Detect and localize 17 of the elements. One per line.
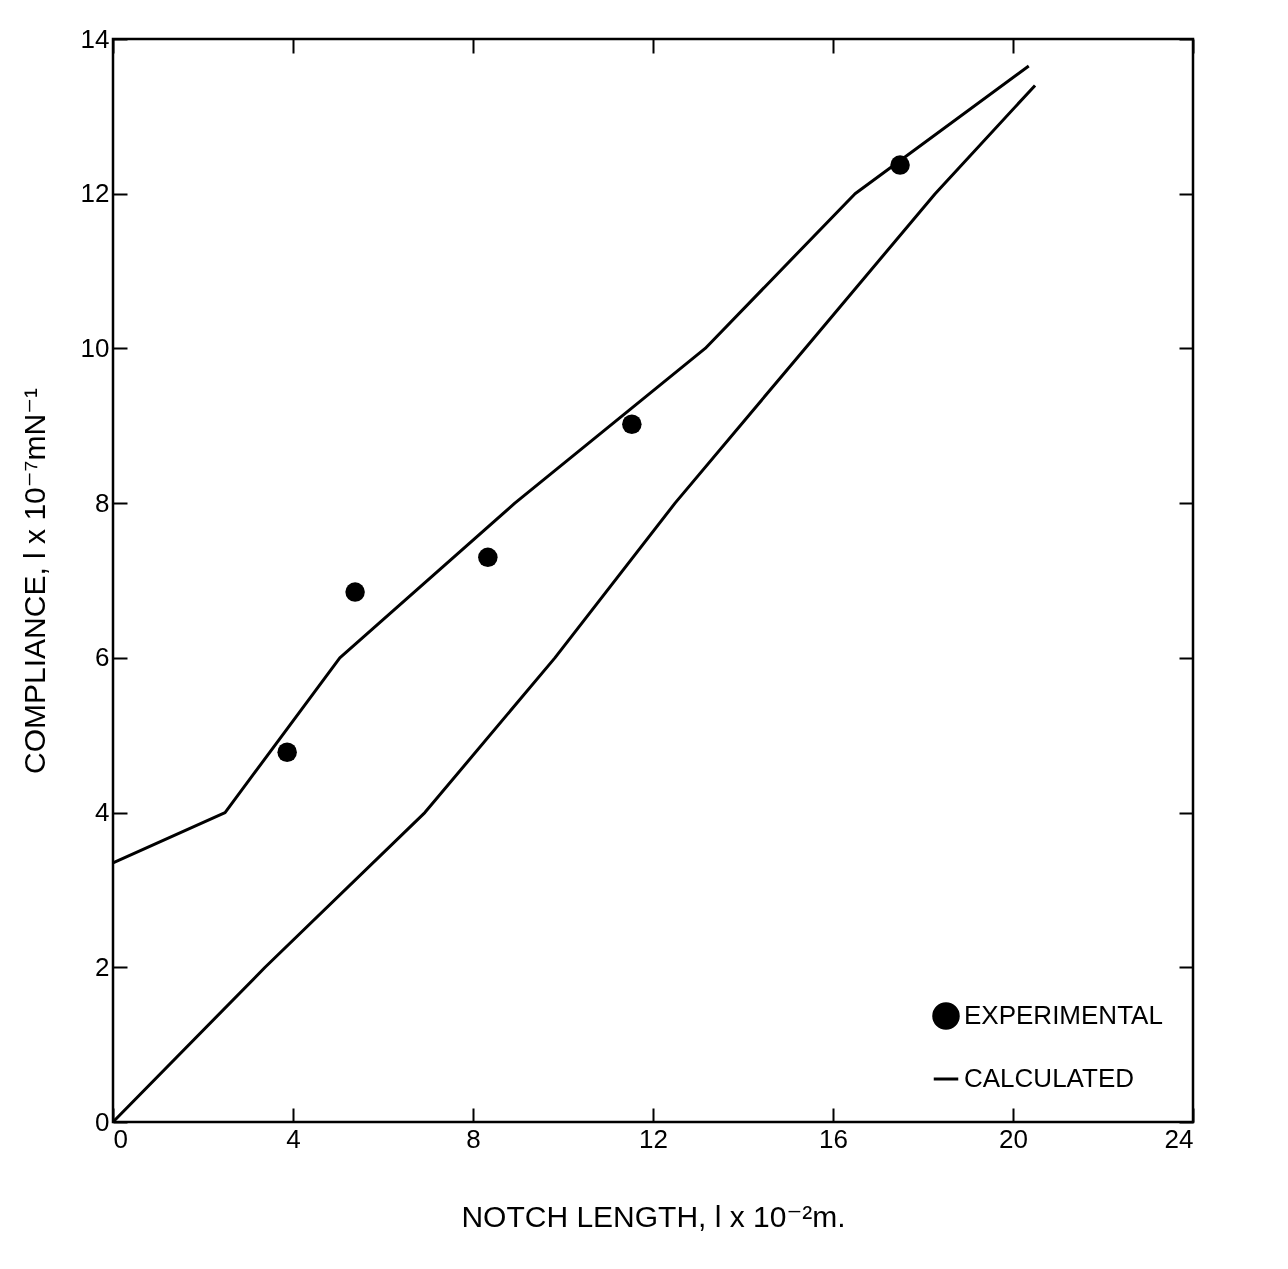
y-tick-label: 2	[95, 951, 110, 982]
y-axis-title: COMPLIANCE, l x 10⁻⁷mN⁻¹	[17, 388, 51, 774]
x-tick-label: 8	[466, 1123, 481, 1154]
x-tick-label: 12	[639, 1123, 668, 1154]
x-axis-title: NOTCH LENGTH, l x 10⁻²m.	[461, 1199, 846, 1233]
legend-label: EXPERIMENTAL	[964, 1000, 1163, 1030]
x-tick-label: 20	[999, 1123, 1028, 1154]
x-tick-label: 24	[1164, 1123, 1194, 1154]
x-tick-label: 4	[286, 1123, 301, 1154]
y-tick-label: 4	[95, 797, 110, 828]
y-tick-label: 14	[80, 23, 110, 54]
y-tick-label: 10	[80, 332, 110, 363]
y-tick-label: 12	[80, 178, 110, 209]
y-tick-label: 6	[95, 642, 110, 673]
legend-label: CALCULATED	[964, 1063, 1135, 1093]
x-tick-label: 16	[819, 1123, 848, 1154]
y-tick-label: 8	[95, 487, 110, 518]
